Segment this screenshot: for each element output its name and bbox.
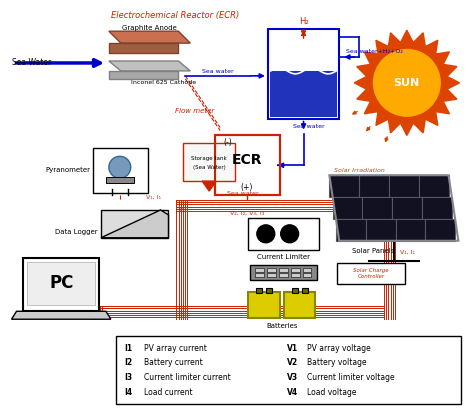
Text: V₁, I₁: V₁, I₁ xyxy=(400,250,415,255)
Text: PC: PC xyxy=(49,275,73,293)
Polygon shape xyxy=(392,197,422,219)
Text: PV array voltage: PV array voltage xyxy=(307,344,370,353)
Bar xyxy=(270,71,337,117)
Text: Current limiter voltage: Current limiter voltage xyxy=(307,373,394,382)
Polygon shape xyxy=(389,175,419,197)
Polygon shape xyxy=(109,71,178,79)
Polygon shape xyxy=(333,197,363,219)
Polygon shape xyxy=(336,219,366,241)
Polygon shape xyxy=(366,219,395,241)
Polygon shape xyxy=(202,181,216,191)
Polygon shape xyxy=(359,175,389,197)
Polygon shape xyxy=(101,210,168,238)
Bar xyxy=(302,272,311,277)
Polygon shape xyxy=(11,311,111,319)
Text: Current limiter current: Current limiter current xyxy=(144,373,230,382)
Bar xyxy=(93,148,147,193)
Text: Graphite Anode: Graphite Anode xyxy=(122,25,177,31)
Bar xyxy=(279,272,288,277)
Bar xyxy=(215,136,280,195)
Bar xyxy=(256,289,262,293)
Bar xyxy=(291,272,300,277)
Bar xyxy=(106,177,134,183)
Text: I2: I2 xyxy=(124,358,132,367)
Bar xyxy=(101,210,168,238)
Text: Sea water+H₂+O₂: Sea water+H₂+O₂ xyxy=(346,48,402,53)
Text: Sea water: Sea water xyxy=(227,191,259,196)
Text: Load voltage: Load voltage xyxy=(307,388,356,397)
Bar xyxy=(266,289,272,293)
Text: Data Logger: Data Logger xyxy=(55,229,98,235)
Text: Current Limiter: Current Limiter xyxy=(257,254,310,260)
Text: H₂: H₂ xyxy=(299,17,309,26)
Polygon shape xyxy=(425,219,455,241)
Text: Ir: Ir xyxy=(178,207,183,213)
Bar xyxy=(267,268,276,272)
Bar xyxy=(291,268,300,272)
Polygon shape xyxy=(109,61,191,71)
Circle shape xyxy=(281,225,299,243)
Bar xyxy=(255,272,264,277)
Polygon shape xyxy=(419,175,448,197)
Text: V3: V3 xyxy=(287,373,298,382)
Text: Sea water: Sea water xyxy=(293,124,324,129)
Text: Solar Charge
Controller: Solar Charge Controller xyxy=(353,268,389,279)
Bar xyxy=(337,263,405,284)
Bar xyxy=(283,292,316,318)
Bar xyxy=(268,29,339,119)
Text: Electrochemical Reactor (ECR): Electrochemical Reactor (ECR) xyxy=(111,11,239,20)
Text: Solar Panels: Solar Panels xyxy=(352,248,394,254)
Text: PV array current: PV array current xyxy=(144,344,207,353)
Text: (Sea Water): (Sea Water) xyxy=(193,165,226,170)
Bar xyxy=(248,292,280,318)
Bar xyxy=(255,268,264,272)
Text: Flow meter: Flow meter xyxy=(175,108,215,114)
Polygon shape xyxy=(109,31,191,43)
Bar xyxy=(248,218,319,250)
Bar xyxy=(302,268,311,272)
Bar xyxy=(183,143,235,181)
Text: ECR: ECR xyxy=(232,153,262,167)
Text: I4: I4 xyxy=(124,388,132,397)
Circle shape xyxy=(109,156,131,178)
Text: Solar Irradiation: Solar Irradiation xyxy=(334,168,385,173)
Bar xyxy=(27,262,95,305)
Polygon shape xyxy=(363,197,392,219)
Bar xyxy=(23,258,99,311)
Text: Batteries: Batteries xyxy=(266,323,298,329)
Text: V1: V1 xyxy=(287,344,298,353)
Text: Sea water: Sea water xyxy=(202,69,234,74)
Bar xyxy=(301,289,308,293)
Bar xyxy=(279,268,288,272)
Text: V₁, I₁: V₁, I₁ xyxy=(146,194,161,200)
Bar xyxy=(267,272,276,277)
Text: I1: I1 xyxy=(124,344,132,353)
Text: V4: V4 xyxy=(287,388,298,397)
Bar xyxy=(215,136,280,195)
Text: V₂, I₂, V₃, I₃: V₂, I₂, V₃, I₃ xyxy=(230,210,264,215)
Text: Load current: Load current xyxy=(144,388,192,397)
Text: I3: I3 xyxy=(124,373,132,382)
Text: Pyranometer: Pyranometer xyxy=(45,167,90,173)
Polygon shape xyxy=(422,197,452,219)
Polygon shape xyxy=(329,175,359,197)
Text: Battery voltage: Battery voltage xyxy=(307,358,366,367)
Text: V2: V2 xyxy=(287,358,298,367)
Circle shape xyxy=(372,48,442,118)
Text: (+): (+) xyxy=(241,182,253,192)
Polygon shape xyxy=(109,43,178,53)
Text: Storage tank: Storage tank xyxy=(191,156,227,161)
Bar xyxy=(292,289,298,293)
Polygon shape xyxy=(354,30,459,136)
Text: Sea Water: Sea Water xyxy=(11,58,51,67)
Polygon shape xyxy=(395,219,425,241)
Bar xyxy=(116,336,462,404)
Circle shape xyxy=(257,225,275,243)
Text: SUN: SUN xyxy=(394,78,420,88)
Text: (-): (-) xyxy=(223,138,232,147)
Text: Inconel 625 Cathode: Inconel 625 Cathode xyxy=(131,80,196,85)
Bar xyxy=(250,265,318,280)
Text: Battery current: Battery current xyxy=(144,358,202,367)
